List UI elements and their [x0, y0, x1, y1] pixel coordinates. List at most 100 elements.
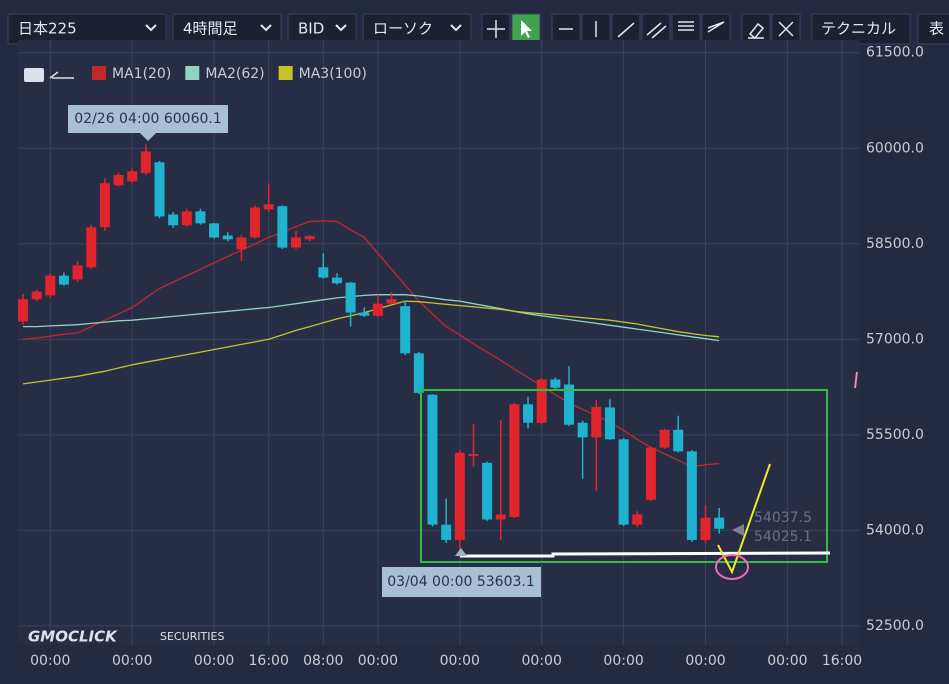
legend-swatch [92, 66, 106, 80]
candle-body [618, 439, 629, 525]
candle-body [673, 429, 684, 452]
candle-body [495, 514, 506, 520]
candle-body [236, 237, 247, 250]
candle-body [577, 422, 588, 438]
legend-collapse[interactable] [49, 71, 74, 79]
candle-body [482, 462, 493, 520]
technical-button[interactable]: テクニカル [811, 13, 911, 45]
ma-line [22, 220, 720, 468]
candle-body [72, 265, 83, 280]
candle-body [45, 275, 56, 296]
legend-swatch [185, 66, 200, 80]
candle-body [209, 223, 220, 238]
pointer-tool[interactable] [511, 13, 541, 45]
y-tick-label: 52500.0 [866, 618, 924, 634]
pen-mark [854, 371, 858, 389]
trend-line-drawing [717, 463, 771, 575]
button-label: テクニカル [821, 20, 896, 38]
legend-label: MA3(100) [299, 66, 367, 82]
tooltip: 02/26 04:00 60060.1 [68, 105, 228, 141]
candle-body [195, 211, 206, 224]
candle-body [386, 299, 397, 304]
watermark: GMOCLICK [28, 628, 118, 646]
y-tick-label: 57000.0 [866, 331, 924, 347]
dropdown-label: 日本225 [18, 20, 77, 38]
candle-body [441, 524, 452, 540]
candle-body [564, 384, 574, 425]
ma-line [23, 294, 720, 342]
watermark-sub: SECURITIES [160, 630, 224, 643]
grid: 52500.0 54000.0 55500.0 57000.0 58500.0 60000… [18, 40, 924, 669]
marks [18, 144, 725, 556]
price-marker [732, 524, 744, 536]
x-tick-label: 00:00 [30, 653, 70, 669]
candle-body [523, 404, 534, 423]
tooltip-box [382, 567, 541, 597]
dropdown[interactable]: 日本225 [7, 13, 167, 45]
x-tick-label: 00:00 [685, 653, 725, 669]
candle-body [140, 151, 151, 174]
candle-body [154, 162, 165, 217]
candle-body [222, 235, 233, 240]
candle-body [454, 452, 465, 540]
dropdown-label: 4時間足 [183, 20, 238, 38]
x-tick-label: 00:00 [603, 653, 643, 669]
candle-body [427, 394, 438, 525]
candle-body [277, 206, 288, 248]
candle-body [168, 214, 179, 226]
x-tick-label: 16:00 [249, 653, 289, 669]
y-tick-label: 58500.0 [866, 236, 924, 252]
horizontal-line-drawing [460, 551, 831, 558]
candle-body [700, 517, 711, 540]
dropdown-label: ローソク [373, 20, 433, 38]
ma-line [22, 300, 720, 385]
candle-body [291, 237, 301, 248]
legend-swatch [278, 66, 293, 80]
x-tick-label: 00:00 [440, 653, 480, 669]
rectangle-drawing [420, 389, 828, 563]
x-tick-label: 00:00 [358, 653, 398, 669]
dropdown[interactable]: 4時間足 [172, 13, 282, 45]
candle-body [591, 406, 602, 438]
price-label: 54025.1 [754, 529, 812, 545]
dropdown-label: BID [298, 20, 324, 38]
x-tick-label: 00:00 [112, 653, 152, 669]
x-tick-label: 08:00 [303, 653, 343, 669]
legend-label: MA2(62) [205, 66, 264, 82]
y-tick-label: 54000.0 [866, 522, 924, 538]
candle-body [181, 211, 192, 226]
y-tick-label: 60000.0 [866, 140, 924, 156]
candle-body [604, 407, 615, 440]
candle-body [250, 207, 261, 238]
candle-body [18, 299, 28, 322]
candle-body [113, 175, 124, 186]
candle-body [413, 353, 424, 393]
candle-body [359, 312, 370, 316]
candle-body [345, 282, 356, 313]
candle-body [645, 447, 656, 500]
legend-icon[interactable] [24, 68, 44, 82]
legend: MA1(20) MA2(62) MA3(100) [24, 66, 367, 82]
line-tools[interactable] [551, 13, 731, 45]
candle-body [331, 277, 342, 284]
crosshair-tool[interactable] [481, 13, 511, 45]
y-tick-label: 55500.0 [866, 427, 924, 443]
price-label: 54037.5 [754, 510, 812, 526]
candle-body [714, 517, 725, 529]
candle-body [127, 171, 138, 182]
ellipse-drawing [715, 554, 749, 580]
dropdown[interactable]: BID [287, 13, 357, 45]
dropdown[interactable]: ローソク [362, 13, 472, 45]
legend-label: MA1(20) [112, 66, 171, 82]
candle-body [99, 183, 110, 228]
candle-body [686, 451, 697, 540]
tooltip-text: 02/26 04:00 60060.1 [74, 111, 222, 127]
candle-body [509, 404, 520, 517]
candle-body [550, 379, 561, 388]
table-button[interactable]: 表 [917, 13, 949, 45]
x-tick-label: 00:00 [767, 653, 807, 669]
drawings [420, 371, 858, 580]
candle-body [632, 514, 643, 525]
